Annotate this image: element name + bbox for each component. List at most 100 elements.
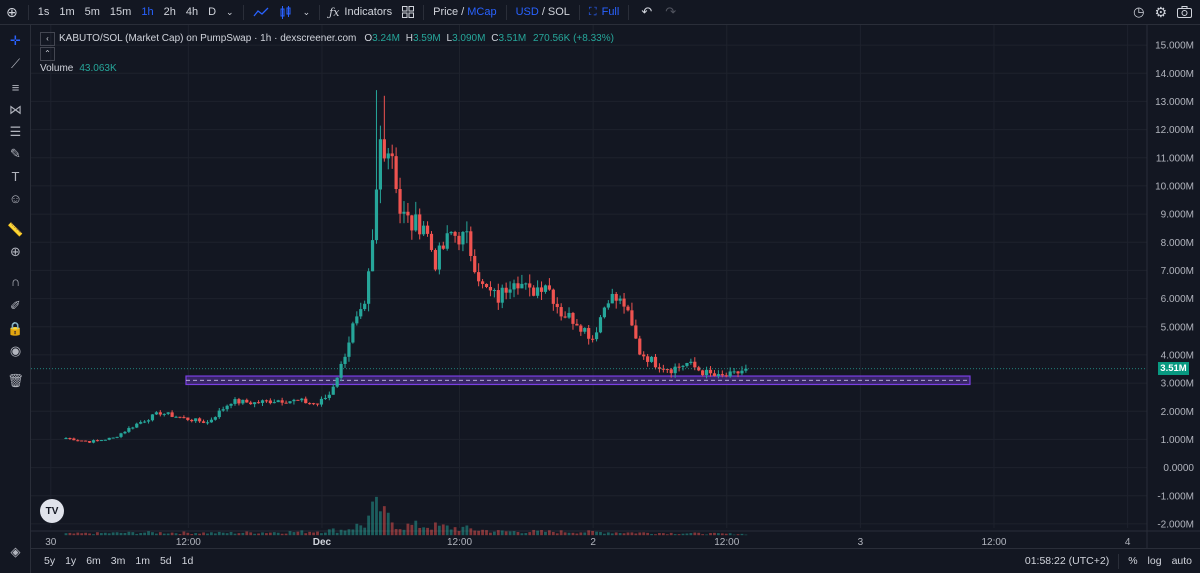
trend-line-icon[interactable]: ⟋ [10, 55, 21, 71]
volume-bar [724, 533, 728, 536]
volume-bar [477, 530, 481, 536]
percent-toggle[interactable]: % [1128, 555, 1138, 567]
zoom-in-icon[interactable]: ⊕ [10, 243, 21, 259]
camera-snapshot-icon[interactable] [1172, 0, 1200, 25]
chevron-down-icon[interactable]: ⌄ [226, 6, 234, 17]
volume-bar [398, 529, 402, 536]
interval-2h[interactable]: 2h [163, 6, 176, 18]
undo-icon[interactable]: ↶ [641, 4, 653, 19]
chart-area[interactable]: 15.000M 14.000M 13.000M 12.000M 11.000M 10.00… [31, 25, 1200, 548]
usd-sol-toggle[interactable]: USD / SOL [511, 0, 575, 25]
interval-D[interactable]: D [208, 6, 217, 18]
candle-body [166, 412, 170, 414]
line-chart-icon[interactable] [248, 0, 274, 25]
tradingview-logo[interactable]: TV [40, 499, 64, 523]
volume-bar [221, 532, 225, 536]
candle-body [205, 422, 210, 424]
range-6m[interactable]: 6m [86, 555, 101, 567]
utc-clock[interactable]: 01:58:22 (UTC+2) [1024, 555, 1110, 567]
volume-bar [382, 506, 386, 536]
volume-bar [540, 529, 543, 536]
object-tree-icon[interactable]: ◈ [10, 543, 21, 559]
volume-bar [481, 529, 484, 536]
candle-body [367, 271, 371, 304]
candle-body [429, 233, 434, 250]
candle-body [347, 342, 351, 357]
interval-1s[interactable]: 1s [37, 6, 50, 18]
lock-icon[interactable]: 🔒 [7, 320, 24, 336]
emoji-icon[interactable]: ☺ [8, 191, 23, 206]
trash-icon[interactable]: 🗑 [7, 372, 24, 388]
volume-bar [661, 533, 665, 536]
candle-body [536, 287, 540, 296]
horizontal-lines-icon[interactable]: ≡ [11, 80, 20, 95]
range-1d[interactable]: 1d [181, 555, 194, 567]
separator [578, 4, 580, 20]
quick-search-icon[interactable]: ◷ [1133, 4, 1145, 19]
pitchfork-icon[interactable]: ⋈ [9, 101, 22, 117]
full-button[interactable]: ⛶ Full [584, 0, 624, 25]
redo-icon[interactable]: ↷ [665, 4, 677, 19]
candles-chart-icon[interactable] [274, 0, 298, 25]
volume-bar [123, 533, 127, 536]
interval-15m[interactable]: 15m [109, 6, 132, 18]
range-5d[interactable]: 5d [159, 555, 172, 567]
volume-bar [579, 532, 583, 536]
collapse-arrow-icon[interactable]: ‹ [40, 31, 55, 46]
candle-body [606, 303, 610, 308]
layouts-grid-icon[interactable] [397, 0, 419, 25]
volume-bar [563, 532, 567, 536]
candle-body [473, 255, 477, 273]
text-tool-icon[interactable]: T [11, 169, 20, 184]
interval-1h[interactable]: 1h [141, 6, 154, 18]
range-3m[interactable]: 3m [110, 555, 126, 567]
volume-bar [135, 533, 139, 536]
range-1m[interactable]: 1m [135, 555, 150, 567]
magnet-icon[interactable]: ∩ [10, 274, 21, 289]
separator [319, 4, 321, 20]
ohlc-values: O3.24M H3.59M L3.090M C3.51M 270.56K (+8… [364, 33, 614, 44]
candle-body [465, 231, 469, 233]
candle-body [516, 283, 520, 289]
candle-body [524, 283, 528, 285]
range-1y[interactable]: 1y [65, 555, 77, 567]
brush-icon[interactable]: ✎ [10, 145, 21, 161]
price-chart[interactable]: 15.000M 14.000M 13.000M 12.000M 11.000M 10.00… [31, 25, 1200, 548]
auto-toggle[interactable]: auto [1171, 555, 1192, 567]
interval-5m[interactable]: 5m [84, 6, 100, 18]
volume-bar [410, 524, 414, 536]
candle-body [390, 153, 394, 157]
volume-bar [241, 532, 245, 536]
volume-bar [732, 534, 736, 536]
collapse-up-icon[interactable]: ⌃ [40, 46, 55, 61]
volume-bar [720, 533, 724, 536]
range-5y[interactable]: 5y [44, 555, 56, 567]
stay-drawing-icon[interactable]: ✐ [10, 297, 21, 313]
fib-retracement-icon[interactable]: ☰ [9, 123, 22, 139]
eye-icon[interactable]: ◉ [9, 342, 22, 358]
chevron-down-icon[interactable]: ⌄ [302, 6, 311, 17]
candle-body [614, 293, 618, 301]
log-toggle[interactable]: log [1147, 555, 1162, 567]
candle-body [681, 365, 685, 367]
ruler-icon[interactable]: 📏 [7, 221, 24, 237]
drawing-toolbar: ✛ ⟋ ≡ ⋈ ☰ ✎ T ☺ 📏 ⊕ ∩ ✐ 🔒 ◉ 🗑 ◈ [0, 25, 31, 573]
candle-body [386, 153, 390, 159]
add-symbol-icon[interactable]: ⊕ [6, 3, 18, 20]
candle-body [406, 211, 410, 216]
settings-gear-icon[interactable]: ⚙ [1154, 3, 1167, 20]
volume-bar [139, 533, 143, 536]
volume-bar [127, 531, 131, 536]
candle-body [704, 369, 709, 376]
volume-bar [673, 534, 677, 536]
crosshair-icon[interactable]: ✛ [10, 32, 21, 48]
indicators-button[interactable]: ƒx Indicators [324, 0, 397, 25]
volume-bar [367, 515, 371, 536]
volume-bar [147, 531, 150, 536]
volume-bar [430, 529, 433, 536]
interval-1m[interactable]: 1m [59, 6, 75, 18]
volume-bar [249, 532, 253, 536]
price-mcap-toggle[interactable]: Price / MCap [428, 0, 501, 25]
candle-body [355, 316, 359, 324]
interval-4h[interactable]: 4h [185, 6, 199, 18]
